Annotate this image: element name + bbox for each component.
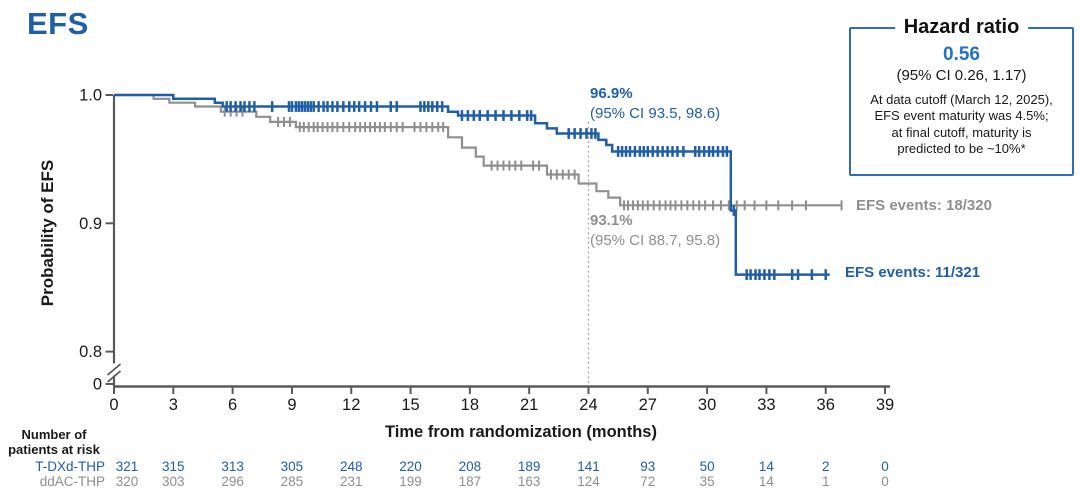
- y-axis-label: Probability of EFS: [38, 159, 57, 307]
- y-tick-label: 0: [93, 376, 102, 394]
- y-tick-label: 1.0: [79, 87, 102, 105]
- page-title: EFS: [27, 6, 89, 41]
- y-tick-label: 0.9: [79, 215, 102, 233]
- risk-header-line: patients at risk: [8, 442, 100, 458]
- hazard-ratio-ci: (95% CI 0.26, 1.17): [896, 67, 1027, 84]
- hazard-note-line: At data cutoff (March 12, 2025),: [870, 92, 1053, 107]
- x-tick-label: 27: [639, 396, 657, 414]
- hazard-note-line: at final cutoff, maturity is: [891, 124, 1032, 140]
- km-curve-ddac: [114, 93, 842, 207]
- x-tick-label: 15: [401, 396, 419, 414]
- risk-header-line: Number of: [21, 427, 87, 442]
- x-tick-label: 33: [757, 396, 775, 414]
- hazard-note-line: EFS event maturity was 4.5%;: [874, 108, 1049, 124]
- hazard-note-line: predicted to be ~10%*: [897, 140, 1026, 156]
- y-axis-break: [106, 370, 122, 383]
- x-tick-label: 21: [520, 396, 538, 414]
- x-tick-label: 12: [342, 396, 360, 414]
- x-tick-label: 6: [228, 396, 237, 414]
- annotation-ddac-24mo: 93.1% (95% CI 88.7, 95.8): [590, 211, 720, 251]
- x-axis-label: Time from randomization (months): [385, 423, 657, 441]
- events-label-tdxd: EFS events: 11/321: [845, 264, 981, 281]
- hazard-ratio-title: Hazard ratio: [894, 16, 1029, 39]
- hazard-ratio-box: Hazard ratio 0.56 (95% CI 0.26, 1.17) At…: [849, 16, 1074, 176]
- x-tick-label: 18: [461, 396, 479, 414]
- annotation-ddac-ci: (95% CI 88.7, 95.8): [590, 231, 721, 249]
- hazard-ratio-value: 0.56: [943, 44, 980, 65]
- x-tick-label: 39: [876, 396, 894, 414]
- events-label-ddac: EFS events: 18/320: [856, 197, 992, 214]
- annotation-ddac-value: 93.1%: [590, 212, 633, 229]
- annotation-tdxd-value: 96.9%: [590, 85, 633, 102]
- risk-table-header: Number of patients at risk: [2, 427, 106, 458]
- x-tick-label: 30: [698, 396, 716, 414]
- y-axis-break: [106, 363, 122, 376]
- x-tick-label: 9: [287, 396, 296, 414]
- km-curve-tdxd: [114, 93, 830, 276]
- x-tick-label: 24: [579, 396, 597, 414]
- x-tick-label: 36: [817, 396, 835, 414]
- annotation-tdxd-24mo: 96.9% (95% CI 93.5, 98.6): [590, 84, 720, 124]
- x-tick-label: 3: [169, 396, 178, 414]
- annotation-tdxd-ci: (95% CI 93.5, 98.6): [590, 104, 721, 122]
- x-tick-label: 0: [109, 396, 118, 414]
- y-tick-label: 0.8: [79, 343, 102, 361]
- hazard-ratio-note: At data cutoff (March 12, 2025), EFS eve…: [851, 92, 1072, 157]
